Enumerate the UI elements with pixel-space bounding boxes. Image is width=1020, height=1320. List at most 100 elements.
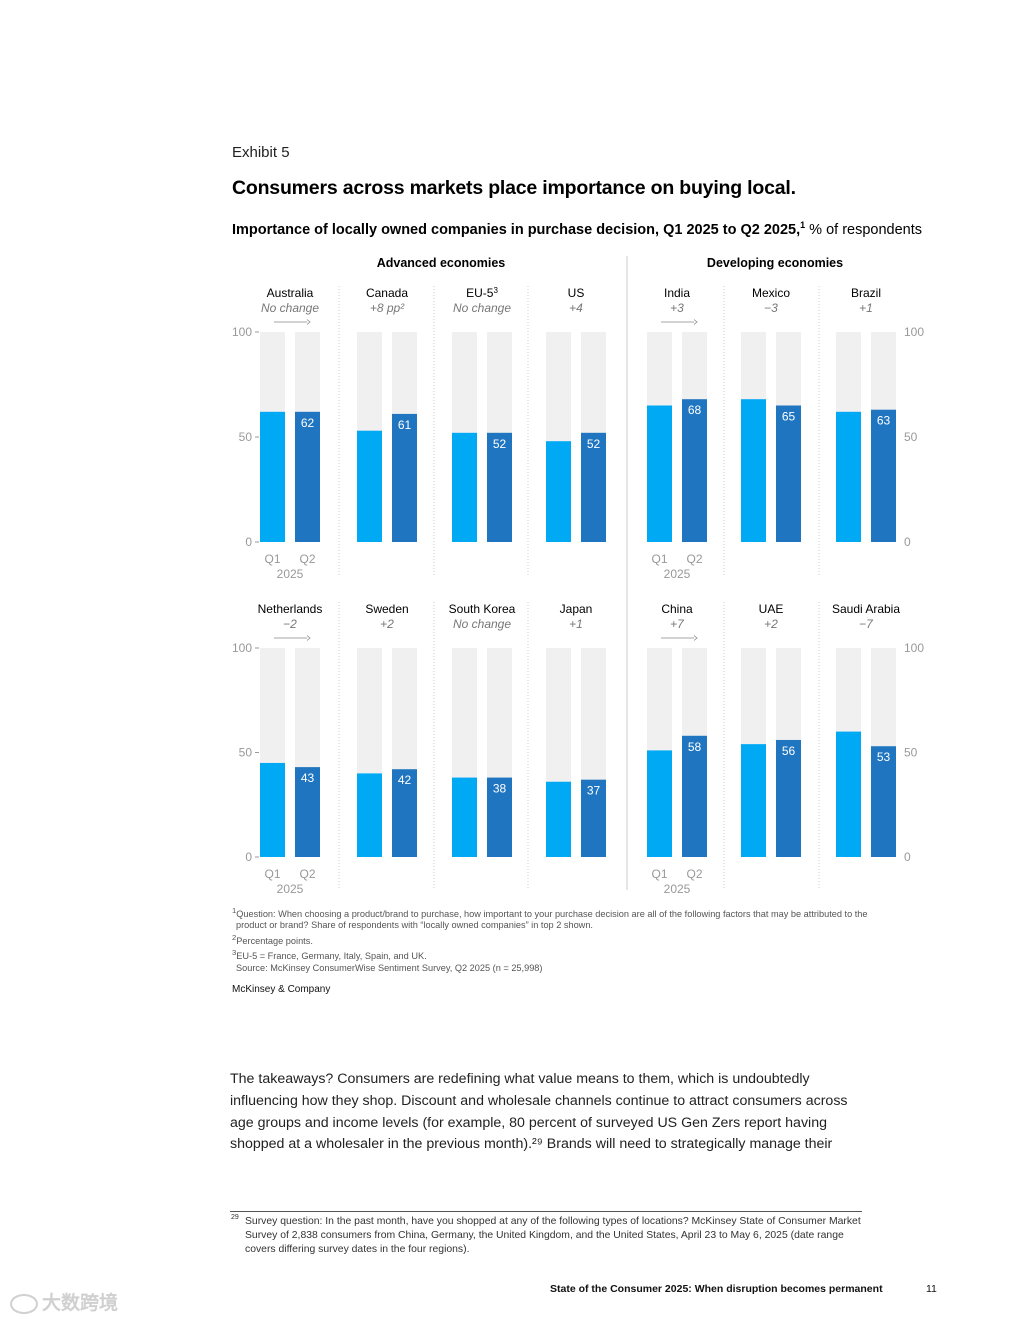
bar-q1 xyxy=(836,731,861,857)
market-name: China xyxy=(661,602,693,616)
bar-value-label: 61 xyxy=(398,418,412,432)
market-name: Japan xyxy=(560,602,593,616)
change-arrow-head xyxy=(693,319,698,325)
chart-subtitle: Importance of locally owned companies in… xyxy=(232,220,922,238)
y-tick-label-right: 0 xyxy=(904,850,911,864)
subtitle-unit: % of respondents xyxy=(805,221,923,238)
y-tick-label-left: 100 xyxy=(232,325,252,339)
market-name: Australia xyxy=(267,286,314,300)
market-name: Mexico xyxy=(752,286,790,300)
watermark-text: 大数跨境 xyxy=(42,1293,119,1314)
bar-q1 xyxy=(741,744,766,857)
footnote: 1Question: When choosing a product/brand… xyxy=(232,905,922,920)
x-tick-label-q1: Q1 xyxy=(264,867,280,881)
bar-value-label: 37 xyxy=(587,784,601,798)
bar-q2 xyxy=(871,409,896,542)
x-tick-label-q1: Q1 xyxy=(651,552,667,566)
exhibit-title: Consumers across markets place importanc… xyxy=(232,177,796,199)
bar-q2 xyxy=(295,767,320,857)
footnote: 2Percentage points. xyxy=(232,932,922,947)
y-tick-label-right: 50 xyxy=(904,430,918,444)
bar-q1 xyxy=(452,777,477,857)
market-change: +3 xyxy=(670,301,684,315)
bar-value-label: 43 xyxy=(301,771,315,785)
footnote-marker: 3 xyxy=(232,948,237,958)
x-year-label: 2025 xyxy=(664,567,691,581)
market-name: India xyxy=(664,286,690,300)
bar-value-label: 52 xyxy=(587,437,601,451)
source-note: Source: McKinsey ConsumerWise Sentiment … xyxy=(232,963,922,974)
footnote-text: Percentage points. xyxy=(236,935,313,946)
market-change: −2 xyxy=(283,617,297,631)
footnote-marker: 2 xyxy=(232,932,237,942)
change-arrow-head xyxy=(306,319,311,325)
bar-q1 xyxy=(836,411,861,542)
footnote-text: EU-5 = France, Germany, Italy, Spain, an… xyxy=(236,951,427,962)
change-arrow-head xyxy=(693,635,698,641)
market-change: +2 xyxy=(764,617,778,631)
y-tick-label-right: 100 xyxy=(904,641,924,655)
reference-note: Survey question: In the past month, have… xyxy=(245,1216,861,1256)
bar-value-label: 42 xyxy=(398,773,412,787)
body-paragraph: The takeaways? Consumers are redefining … xyxy=(230,1071,848,1153)
source-text: Source: McKinsey ConsumerWise Sentiment … xyxy=(236,962,543,973)
bar-q1 xyxy=(647,405,672,542)
bar-q1 xyxy=(546,441,571,542)
x-year-label: 2025 xyxy=(277,567,304,581)
market-name: UAE xyxy=(759,602,784,616)
reference-number: 29 xyxy=(231,1214,239,1221)
market-name: EU-53 xyxy=(466,286,498,300)
bar-value-label: 53 xyxy=(877,750,891,764)
bar-q2 xyxy=(682,735,707,857)
bar-q1 xyxy=(357,430,382,542)
bar-value-label: 58 xyxy=(688,740,702,754)
bar-q1 xyxy=(741,399,766,542)
y-tick-label-left: 100 xyxy=(232,641,252,655)
page-number: 11 xyxy=(926,1283,937,1295)
footer-title: State of the Consumer 2025: When disrupt… xyxy=(550,1283,883,1295)
exhibit-label: Exhibit 5 xyxy=(232,144,290,161)
x-tick-label-q2: Q2 xyxy=(299,867,315,881)
bar-value-label: 52 xyxy=(493,437,507,451)
bar-q1 xyxy=(357,773,382,857)
market-name: Netherlands xyxy=(258,602,323,616)
x-tick-label-q2: Q2 xyxy=(686,552,702,566)
market-change: +4 xyxy=(569,301,583,315)
subtitle-text: Importance of locally owned companies in… xyxy=(232,221,801,238)
market-change: No change xyxy=(453,301,511,315)
bar-q2 xyxy=(682,399,707,542)
bar-value-label: 63 xyxy=(877,414,891,428)
footnote-text: Question: When choosing a product/brand … xyxy=(236,909,868,920)
bar-q2 xyxy=(295,411,320,542)
footnote-rule xyxy=(230,1211,862,1212)
bar-q1 xyxy=(452,432,477,542)
bar-value-label: 65 xyxy=(782,410,796,424)
market-name: Canada xyxy=(366,286,408,300)
bar-q1 xyxy=(546,781,571,857)
bar-value-label: 56 xyxy=(782,744,796,758)
footnotes: 1Question: When choosing a product/brand… xyxy=(232,905,922,974)
y-tick-label-left: 50 xyxy=(239,746,253,760)
bar-q2 xyxy=(487,432,512,542)
bar-q2 xyxy=(581,432,606,542)
market-change: +1 xyxy=(569,617,583,631)
footnote-text: product or brand? Share of respondents w… xyxy=(236,920,593,931)
bar-q2 xyxy=(871,746,896,857)
x-tick-label-q1: Q1 xyxy=(264,552,280,566)
watermark-logo-icon xyxy=(10,1293,38,1314)
market-name: South Korea xyxy=(449,602,516,616)
market-name: US xyxy=(568,286,585,300)
x-tick-label-q2: Q2 xyxy=(299,552,315,566)
bar-q2 xyxy=(776,405,801,542)
change-arrow-head xyxy=(306,635,311,641)
bar-chart: Advanced economies Developing economies 0 0… xyxy=(232,256,924,896)
bar-value-label: 38 xyxy=(493,782,507,796)
market-change: +7 xyxy=(670,617,685,631)
bar-value-label: 62 xyxy=(301,416,315,430)
x-year-label: 2025 xyxy=(664,882,691,896)
bar-q1 xyxy=(647,750,672,857)
x-year-label: 2025 xyxy=(277,882,304,896)
footnote: 3EU-5 = France, Germany, Italy, Spain, a… xyxy=(232,947,922,962)
group-label-developing: Developing economies xyxy=(707,256,843,270)
watermark: 大数跨境 xyxy=(10,1288,118,1315)
